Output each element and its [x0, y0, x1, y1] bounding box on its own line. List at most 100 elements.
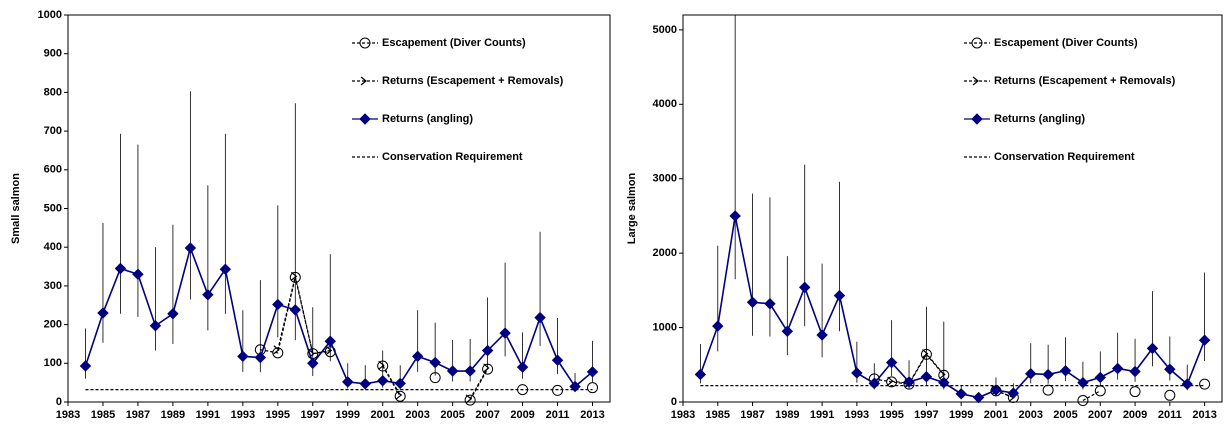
x-tick-label: 2003: [405, 409, 429, 421]
plot-area: [67, 14, 611, 403]
x-tick-label: 2003: [1018, 409, 1042, 421]
diamond-marker: [411, 350, 424, 363]
x-tick-label: 2007: [475, 409, 499, 421]
diamond-marker: [955, 388, 967, 400]
x-tick-label: 1999: [335, 409, 359, 421]
x-tick-label: 1987: [126, 409, 150, 421]
y-tick-label: 0: [56, 396, 62, 408]
circle-marker: [1164, 389, 1176, 401]
diamond-marker: [764, 298, 776, 310]
diamond-marker: [464, 365, 476, 377]
legend-label: Returns (Escapement + Removals): [994, 75, 1176, 87]
arrow-marker: [483, 363, 490, 373]
diamond-marker: [586, 366, 599, 378]
diamond-marker: [254, 351, 267, 364]
legend-label: Returns (Escapement + Removals): [382, 75, 564, 87]
x-tick-label: 1985: [706, 409, 730, 421]
arrow-marker: [395, 390, 403, 400]
diamond-marker: [342, 376, 354, 388]
circle-marker: [1129, 386, 1141, 398]
diamond-marker: [97, 307, 109, 319]
legend-label: Conservation Requirement: [382, 151, 523, 163]
diamond-marker: [972, 391, 985, 404]
x-tick-label: 2001: [370, 409, 394, 421]
y-tick-label: 700: [44, 125, 62, 137]
diamond-marker: [114, 262, 127, 275]
diamond-marker: [746, 296, 759, 308]
arrow-marker: [360, 76, 367, 86]
x-tick-label: 1995: [879, 409, 903, 421]
diamond-marker: [694, 368, 707, 381]
circle-marker: [1077, 395, 1089, 407]
arrow-marker: [273, 345, 280, 355]
legend-label: Escapement (Diver Counts): [994, 37, 1138, 49]
x-tick-label: 1995: [266, 409, 290, 421]
diamond-marker: [712, 320, 724, 332]
y-tick-label: 1000: [653, 321, 677, 333]
diamond-marker: [729, 210, 741, 222]
x-tick-label: 2009: [1123, 409, 1147, 421]
x-tick-label: 1997: [914, 409, 938, 421]
diamond-marker: [851, 367, 863, 379]
circle-marker: [464, 394, 476, 406]
circle-marker: [1199, 378, 1211, 390]
x-tick-label: 2005: [440, 409, 464, 421]
diamond-marker: [394, 377, 406, 390]
x-tick-label: 2007: [1088, 409, 1112, 421]
diamond-marker: [920, 370, 933, 383]
arrow-marker: [378, 360, 385, 370]
diamond-marker: [202, 289, 214, 301]
x-tick-label: 2013: [580, 409, 604, 421]
y-tick-label: 4000: [653, 98, 677, 110]
diamond-marker: [359, 113, 371, 125]
diamond-marker: [1111, 362, 1124, 375]
diamond-marker: [885, 356, 898, 369]
diamond-marker: [833, 289, 846, 302]
circle-marker: [552, 384, 564, 396]
diamond-marker: [799, 281, 811, 294]
x-tick-label: 2001: [984, 409, 1008, 421]
y-tick-label: 500: [44, 202, 62, 214]
diamond-marker: [377, 375, 389, 387]
diamond-marker: [534, 311, 546, 324]
x-tick-label: 1987: [740, 409, 764, 421]
series-line: [277, 276, 489, 400]
x-tick-label: 1993: [845, 409, 869, 421]
x-tick-label: 1993: [231, 409, 255, 421]
circle-marker: [971, 37, 983, 49]
diamond-marker: [1146, 342, 1159, 355]
diamond-marker: [429, 356, 441, 369]
y-tick-label: 300: [44, 280, 62, 292]
arrow-marker: [972, 76, 979, 86]
x-tick-label: 1991: [810, 409, 834, 421]
diamond-marker: [1164, 363, 1176, 375]
arrow-marker: [325, 346, 333, 355]
series-line: [891, 352, 1014, 398]
diamond-marker: [79, 360, 92, 372]
arrow-marker: [939, 369, 946, 379]
diamond-marker: [132, 268, 144, 280]
circle-marker: [359, 37, 371, 49]
diamond-marker: [1129, 365, 1141, 378]
y-tick-label: 200: [44, 319, 62, 331]
diamond-marker: [990, 384, 1002, 396]
y-tick-label: 3000: [653, 173, 677, 185]
diamond-marker: [1094, 371, 1106, 384]
legend-label: Returns (angling): [382, 113, 473, 125]
y-tick-label: 5000: [653, 24, 677, 36]
x-tick-label: 1985: [91, 409, 115, 421]
diamond-marker: [816, 329, 828, 341]
x-tick-label: 2011: [546, 409, 570, 421]
arrow-marker: [922, 349, 929, 359]
x-tick-label: 1991: [196, 409, 220, 421]
legend-label: Returns (angling): [994, 113, 1085, 125]
diamond-marker: [149, 320, 162, 332]
plot-area: [682, 14, 1223, 403]
diamond-marker: [167, 308, 179, 320]
diamond-marker: [1025, 368, 1037, 380]
diamond-marker: [1181, 378, 1193, 390]
arrow-marker: [290, 271, 298, 281]
diamond-marker: [481, 344, 494, 357]
diamond-marker: [1059, 365, 1072, 377]
